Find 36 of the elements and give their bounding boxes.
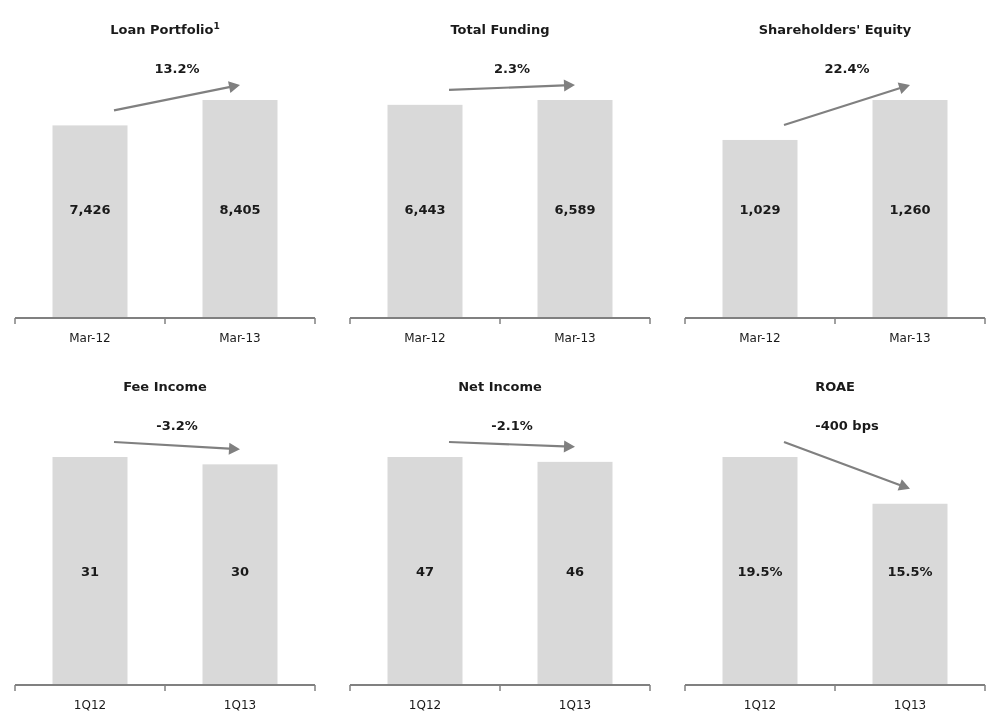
- text: -3.2%: [156, 418, 198, 433]
- x-tick-label: 1Q12: [743, 698, 777, 712]
- chart-title: Total Funding: [450, 22, 550, 37]
- x-tick-label: Mar-13: [219, 331, 261, 345]
- chart-title: Shareholders' Equity: [758, 22, 912, 37]
- x-tick-label: Mar-12: [739, 331, 781, 345]
- chart-title: Loan Portfolio$^{1}$: [110, 21, 220, 37]
- data-label: 6,589: [554, 202, 596, 217]
- data-label: 30: [230, 564, 250, 579]
- data-label: 19.5%: [737, 564, 783, 579]
- chart-title: Net Income: [458, 379, 542, 394]
- text: -2.1%: [491, 418, 533, 433]
- x-tick-label: 1Q12: [408, 698, 442, 712]
- x-tick-label: Mar-13: [554, 331, 596, 345]
- text: -400 bps: [815, 418, 879, 433]
- x-tick-label: 1Q12: [73, 698, 107, 712]
- chart-title: ROAE: [815, 379, 855, 394]
- data-label: 7,426: [69, 202, 111, 217]
- data-label: 1,029: [739, 202, 781, 217]
- x-tick-label: Mar-13: [889, 331, 931, 345]
- data-label: 6,443: [404, 202, 446, 217]
- data-label: 8,405: [219, 202, 261, 217]
- text: 22.4%: [824, 61, 870, 76]
- data-label: 46: [565, 564, 585, 579]
- data-label: 1,260: [889, 202, 931, 217]
- text: 2.3%: [493, 61, 531, 76]
- data-label: 31: [80, 564, 100, 579]
- x-tick-label: 1Q13: [558, 698, 592, 712]
- chart-title: Fee Income: [123, 379, 207, 394]
- text: 13.2%: [154, 61, 200, 76]
- data-label: 47: [415, 564, 435, 579]
- x-tick-label: 1Q13: [223, 698, 257, 712]
- data-label: 15.5%: [887, 564, 933, 579]
- x-tick-label: Mar-12: [404, 331, 446, 345]
- x-tick-label: 1Q13: [893, 698, 927, 712]
- x-tick-label: Mar-12: [69, 331, 111, 345]
